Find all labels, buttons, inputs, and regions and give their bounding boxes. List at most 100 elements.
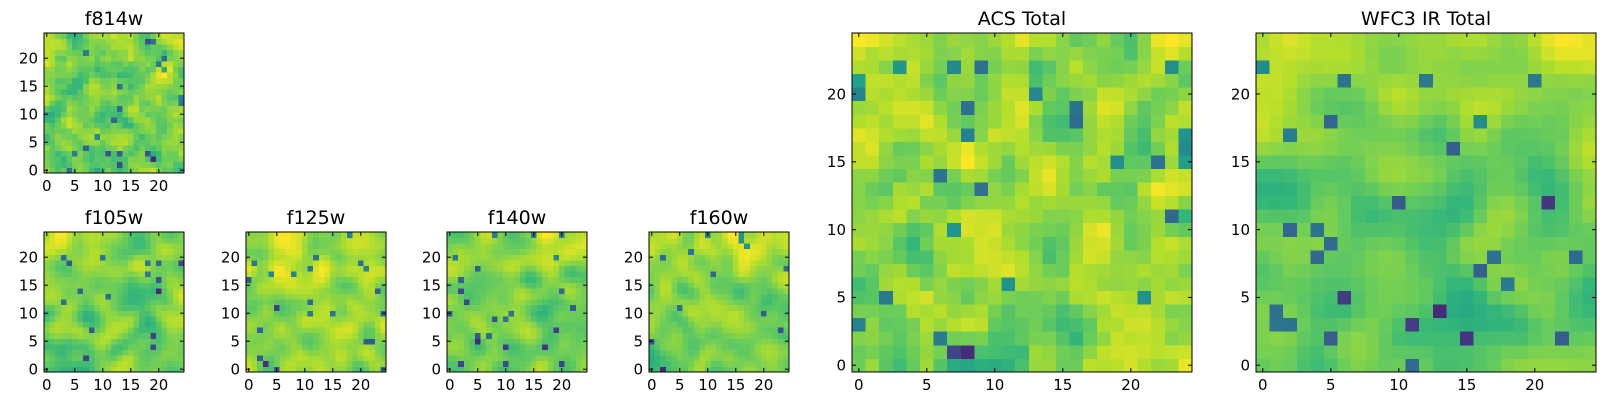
heatmap-cell xyxy=(1324,73,1338,88)
heatmap-cell xyxy=(44,156,50,163)
heatmap-cell xyxy=(290,254,297,261)
heatmap-cell xyxy=(335,254,342,261)
heatmap-cell xyxy=(318,271,325,278)
heatmap-cell xyxy=(341,232,348,238)
heatmap-cell xyxy=(581,316,588,322)
heatmap-cell xyxy=(486,327,493,334)
heatmap-cell xyxy=(693,293,700,300)
heatmap-cell xyxy=(105,316,112,322)
heatmap-cell xyxy=(519,304,526,311)
heatmap-cell xyxy=(139,260,146,266)
heatmap-cell xyxy=(1056,127,1070,142)
heatmap-cell xyxy=(178,150,185,157)
heatmap-cell xyxy=(139,38,146,45)
heatmap-cell xyxy=(324,265,331,272)
heatmap-cell xyxy=(1337,46,1352,61)
heatmap-cell xyxy=(1392,141,1406,156)
heatmap-cell xyxy=(1137,73,1152,88)
heatmap-cell xyxy=(519,288,526,294)
heatmap-cell xyxy=(1310,155,1325,169)
heatmap-cell xyxy=(1432,331,1447,346)
heatmap-cell xyxy=(285,288,292,294)
heatmap-cell xyxy=(1001,87,1016,102)
heatmap-cell xyxy=(1446,236,1461,251)
heatmap-cell xyxy=(100,304,106,311)
heatmap-cell xyxy=(313,355,320,362)
heatmap-cell xyxy=(974,195,989,210)
heatmap-cell xyxy=(88,105,95,112)
heatmap-cell xyxy=(682,265,689,272)
heatmap-cell xyxy=(128,327,134,334)
heatmap-cell xyxy=(139,288,146,294)
heatmap-cell xyxy=(374,232,381,238)
heatmap-cell xyxy=(865,60,880,75)
heatmap-cell xyxy=(88,66,95,73)
heatmap-cell xyxy=(1500,236,1515,251)
heatmap-cell xyxy=(1378,127,1393,142)
heatmap-cell xyxy=(55,293,62,300)
heatmap-cell xyxy=(94,360,101,367)
heatmap-cell xyxy=(1083,33,1098,47)
heatmap-cell xyxy=(1096,127,1111,142)
heatmap-cell xyxy=(1351,87,1366,102)
heatmap-cell xyxy=(1582,73,1597,88)
heatmap-cell xyxy=(1487,331,1502,346)
heatmap-cell xyxy=(960,46,975,61)
heatmap-cell xyxy=(318,254,325,261)
heatmap-cell xyxy=(83,360,90,367)
heatmap-cell xyxy=(1392,155,1406,169)
heatmap-cell xyxy=(133,288,140,294)
heatmap-cell xyxy=(660,304,667,311)
heatmap-cell xyxy=(879,317,894,332)
heatmap-cell xyxy=(744,232,751,238)
heatmap-cell xyxy=(60,89,67,95)
heatmap-cell xyxy=(1364,331,1379,346)
heatmap-cell xyxy=(49,38,56,45)
heatmap-cell xyxy=(116,271,123,278)
heatmap-cells xyxy=(1256,33,1597,373)
heatmap-cell xyxy=(150,271,157,278)
heatmap-cell xyxy=(296,243,303,250)
heatmap-cell xyxy=(1256,344,1270,359)
heatmap-cell xyxy=(1028,155,1043,169)
heatmap-cell xyxy=(525,360,532,367)
heatmap-cell xyxy=(960,344,975,359)
heatmap-cell xyxy=(716,260,723,266)
heatmap-cell xyxy=(553,338,560,345)
heatmap-cell xyxy=(1364,141,1379,156)
heatmap-cell xyxy=(257,248,264,255)
heatmap-cell xyxy=(542,344,549,350)
heatmap-cell xyxy=(671,338,678,345)
heatmap-cell xyxy=(116,133,123,140)
heatmap-cell xyxy=(497,265,504,272)
heatmap-cell xyxy=(906,195,921,210)
heatmap-cell xyxy=(665,327,672,334)
heatmap-cell xyxy=(480,260,487,266)
heatmap-cell xyxy=(1582,290,1597,305)
heatmap-cell xyxy=(447,276,453,283)
heatmap-cell xyxy=(974,236,989,251)
heatmap-cell xyxy=(452,355,459,362)
heatmap-cell xyxy=(94,260,101,266)
heatmap-cell xyxy=(906,317,921,332)
heatmap-cell xyxy=(738,344,745,350)
heatmap-cell xyxy=(738,338,745,345)
heatmap-cell xyxy=(852,155,866,169)
heatmap-cell xyxy=(161,338,168,345)
y-tick-label: 5 xyxy=(28,332,38,350)
heatmap-cell xyxy=(710,338,717,345)
heatmap-cell xyxy=(761,321,767,328)
heatmap-cell xyxy=(693,316,700,322)
heatmap-cell xyxy=(83,271,90,278)
heatmap-cell xyxy=(1151,33,1166,47)
heatmap-cell xyxy=(1364,33,1379,47)
y-tick-label: 15 xyxy=(19,77,38,95)
heatmap-cell xyxy=(536,237,543,244)
heatmap-cell xyxy=(1568,33,1583,47)
heatmap-cell xyxy=(1392,358,1406,373)
heatmap-cell xyxy=(60,248,67,255)
heatmap-cell xyxy=(1310,168,1325,183)
heatmap-cell xyxy=(1096,182,1111,197)
heatmap-cell xyxy=(1351,209,1366,224)
